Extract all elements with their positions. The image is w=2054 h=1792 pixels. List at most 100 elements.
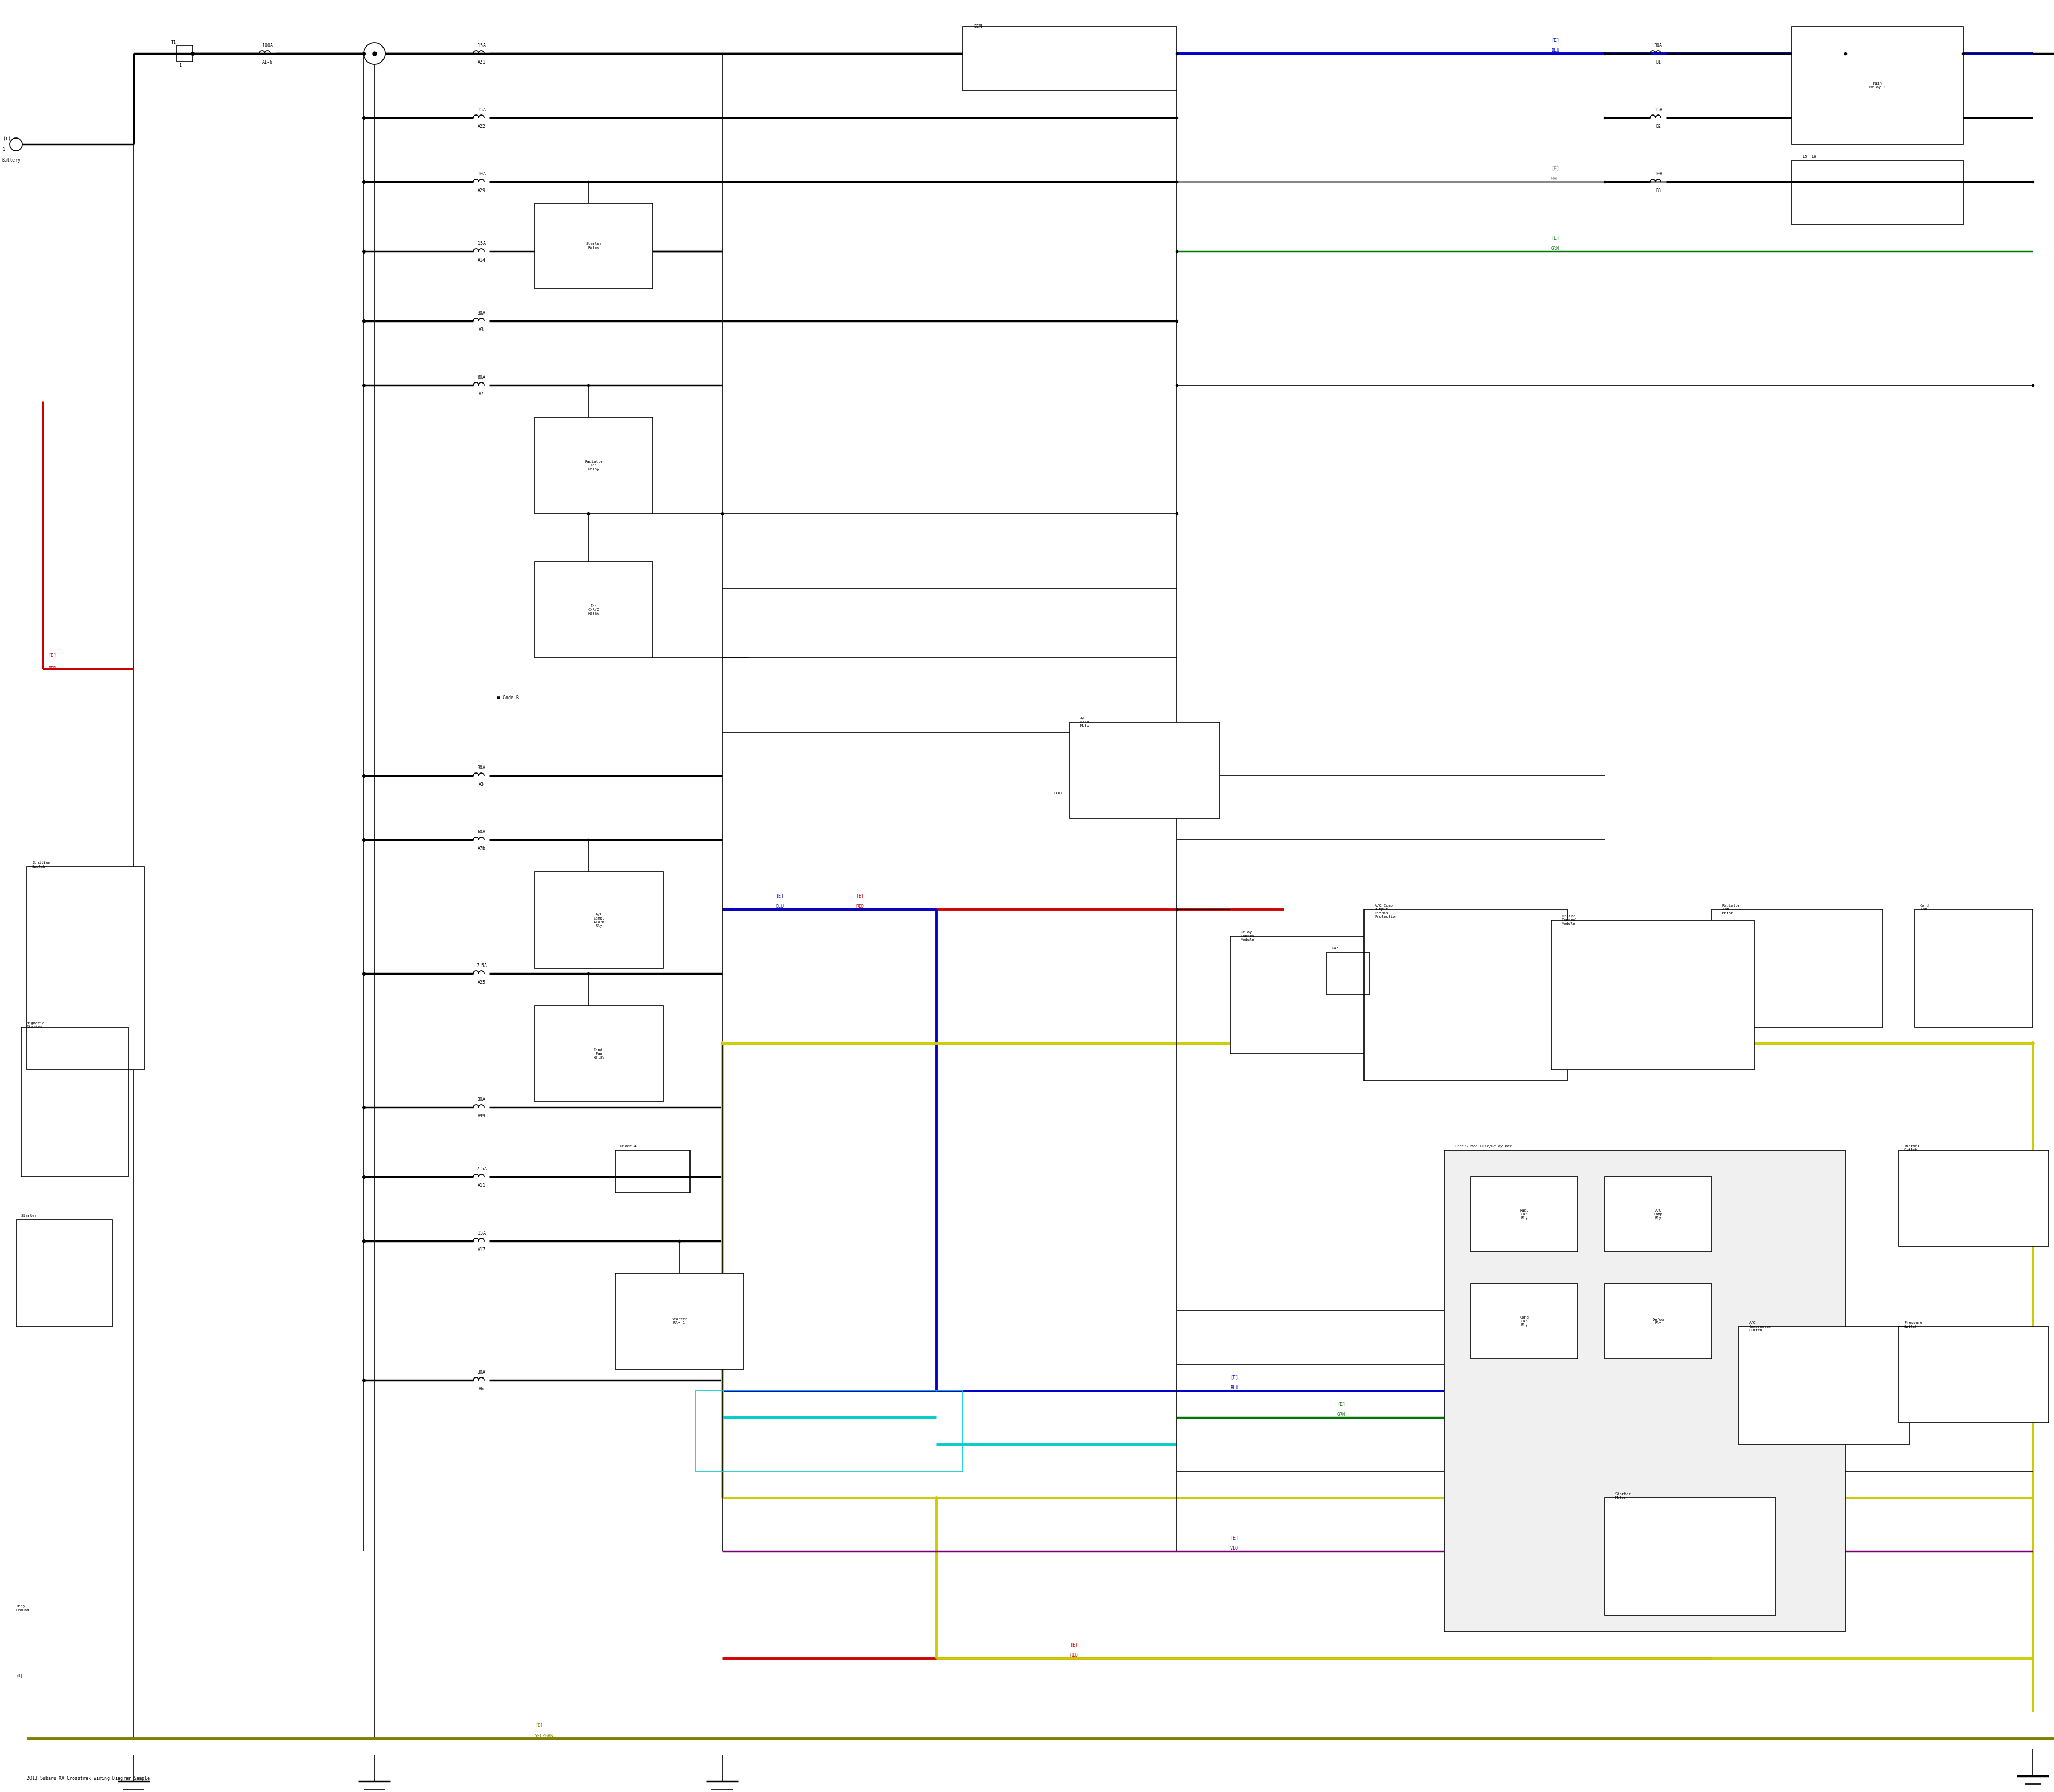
Bar: [1898, 1150, 2048, 1247]
Text: B2: B2: [1656, 124, 1662, 129]
Text: 30A: 30A: [1653, 43, 1662, 48]
Bar: [16, 1220, 113, 1326]
Bar: [534, 202, 653, 289]
Bar: [27, 867, 144, 1070]
Bar: [1791, 27, 1964, 145]
Text: WHT: WHT: [1551, 177, 1559, 181]
Text: B1: B1: [1656, 59, 1662, 65]
Bar: [1230, 935, 1417, 1054]
Bar: [1604, 1498, 1777, 1615]
Text: C101: C101: [1054, 792, 1062, 796]
Text: Body
Ground: Body Ground: [16, 1606, 29, 1611]
Bar: [177, 45, 193, 61]
Bar: [21, 1027, 127, 1177]
Text: [E]: [E]: [47, 652, 55, 658]
Text: [E]: [E]: [1230, 1374, 1239, 1380]
Text: (+): (+): [2, 136, 10, 142]
Text: Starter: Starter: [21, 1215, 37, 1217]
Text: GRN: GRN: [1551, 246, 1559, 251]
Text: YEL/GRN: YEL/GRN: [534, 1733, 555, 1738]
Text: BLU: BLU: [1230, 1385, 1239, 1391]
Text: A7: A7: [479, 392, 485, 396]
Bar: [1914, 909, 2033, 1027]
Bar: [1471, 1177, 1577, 1253]
Text: A25: A25: [477, 980, 485, 986]
Text: A/C Comp
Output
Thermal
Protection: A/C Comp Output Thermal Protection: [1374, 903, 1397, 919]
Text: 60A: 60A: [477, 375, 485, 380]
Text: 10A: 10A: [1653, 172, 1662, 177]
Text: (B): (B): [16, 1674, 23, 1677]
Text: A3: A3: [479, 781, 485, 787]
Bar: [1327, 952, 1370, 995]
Text: 1: 1: [179, 63, 183, 68]
Text: VIO: VIO: [1230, 1546, 1239, 1550]
Text: [E]: [E]: [1230, 1536, 1239, 1539]
Text: A1-6: A1-6: [263, 59, 273, 65]
Text: A/C
Comp
Rly: A/C Comp Rly: [1653, 1210, 1664, 1220]
Text: T1: T1: [170, 39, 177, 45]
Text: Starter
Relay: Starter Relay: [585, 242, 602, 249]
Text: 10A: 10A: [477, 172, 485, 177]
Bar: [614, 1150, 690, 1193]
Bar: [534, 561, 653, 658]
Text: A11: A11: [477, 1183, 485, 1188]
Text: Defog
Rly: Defog Rly: [1653, 1317, 1664, 1324]
Text: YEL: YEL: [1337, 1038, 1345, 1043]
Text: 1: 1: [2, 147, 6, 152]
Text: 2013 Subaru XV Crosstrek Wiring Diagram Sample: 2013 Subaru XV Crosstrek Wiring Diagram …: [27, 1776, 150, 1781]
Text: Radiator
Fan
Motor: Radiator Fan Motor: [1723, 903, 1740, 914]
Text: BLU: BLU: [776, 903, 785, 909]
Text: 30A: 30A: [477, 1369, 485, 1374]
Text: A99: A99: [477, 1113, 485, 1118]
Text: Cond.
Fan
Relay: Cond. Fan Relay: [594, 1048, 604, 1059]
Text: RED: RED: [47, 667, 55, 670]
Bar: [1604, 1283, 1711, 1358]
Bar: [1738, 1326, 1910, 1444]
Text: Pressure
Switch: Pressure Switch: [1904, 1321, 1923, 1328]
Text: Battery: Battery: [2, 158, 21, 163]
Text: 30A: 30A: [477, 310, 485, 315]
Bar: [1711, 909, 1884, 1027]
Bar: [1791, 161, 1964, 224]
Text: 15A: 15A: [477, 43, 485, 48]
Text: RED: RED: [857, 903, 865, 909]
Text: 7.5A: 7.5A: [477, 1167, 487, 1172]
Text: Radiator
Fan
Relay: Radiator Fan Relay: [585, 461, 602, 471]
Text: Fan
C/R/O
Relay: Fan C/R/O Relay: [587, 604, 600, 615]
Text: ■ Code B: ■ Code B: [497, 695, 520, 701]
Bar: [1444, 1150, 1844, 1631]
Bar: [614, 1272, 744, 1369]
Text: A29: A29: [477, 188, 485, 194]
Text: 30A: 30A: [477, 765, 485, 771]
Text: Cond
Fan
Rly: Cond Fan Rly: [1520, 1315, 1528, 1326]
Text: Magnetic
Starter: Magnetic Starter: [27, 1021, 45, 1029]
Text: Rad.
Fan
Rly: Rad. Fan Rly: [1520, 1210, 1528, 1220]
Text: 15A: 15A: [1653, 108, 1662, 113]
Text: 100A: 100A: [263, 43, 273, 48]
Text: [E]: [E]: [1551, 235, 1559, 240]
Bar: [534, 873, 663, 968]
Text: [E]: [E]: [857, 894, 865, 898]
Text: A/C
Cond.
Motor: A/C Cond. Motor: [1080, 717, 1093, 728]
Text: A21: A21: [477, 59, 485, 65]
Text: Ignition
Switch: Ignition Switch: [33, 862, 49, 867]
Text: Engine
Control
Module: Engine Control Module: [1561, 914, 1577, 925]
Bar: [1898, 1326, 2048, 1423]
Text: Under-Hood Fuse/Relay Box: Under-Hood Fuse/Relay Box: [1454, 1145, 1512, 1149]
Text: B3: B3: [1656, 188, 1662, 194]
Circle shape: [364, 43, 386, 65]
Text: Relay
Control
Module: Relay Control Module: [1241, 930, 1257, 941]
Text: GRN: GRN: [1337, 1412, 1345, 1417]
Text: 15A: 15A: [477, 1231, 485, 1236]
Bar: [1604, 1177, 1711, 1253]
Text: 60A: 60A: [477, 830, 485, 835]
Text: Starter
Rly 1: Starter Rly 1: [672, 1317, 688, 1324]
Text: A6: A6: [479, 1387, 485, 1391]
Text: Main
Relay 1: Main Relay 1: [1869, 82, 1886, 90]
Bar: [1364, 909, 1567, 1081]
Bar: [534, 418, 653, 514]
Text: 30A: 30A: [477, 1097, 485, 1102]
Bar: [1070, 722, 1220, 819]
Text: L5  L6: L5 L6: [1803, 156, 1816, 158]
Bar: [534, 1005, 663, 1102]
